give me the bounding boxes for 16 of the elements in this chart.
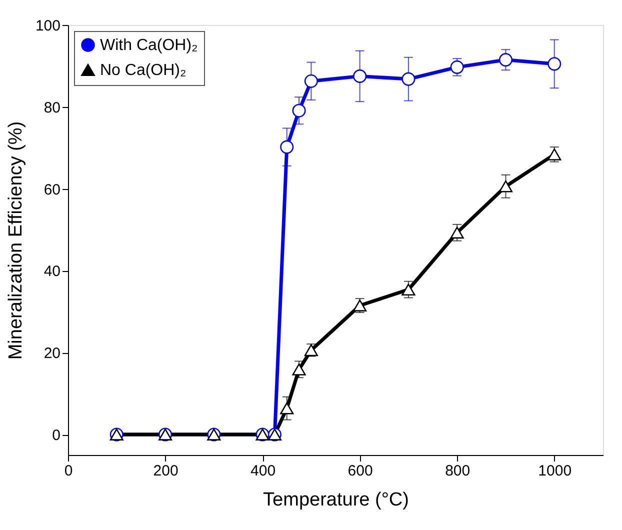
y-tick-label: 40 <box>44 263 60 280</box>
x-tick-label: 1000 <box>538 462 572 480</box>
y-tick-label: 20 <box>44 345 60 362</box>
x-tick-label: 600 <box>348 462 373 480</box>
y-tick-label: 0 <box>52 427 60 444</box>
x-tick-label: 800 <box>445 462 470 480</box>
y-axis-title: Mineralization Efficiency (%) <box>5 121 26 360</box>
x-axis-title: Temperature (°C) <box>263 490 409 510</box>
legend-label: No Ca(OH)₂ <box>100 62 186 79</box>
y-tick-label: 60 <box>44 181 60 198</box>
legend-label: With Ca(OH)₂ <box>100 37 198 54</box>
y-tick-label: 100 <box>35 18 60 34</box>
x-tick-label: 200 <box>153 462 178 480</box>
x-tick-label: 0 <box>64 462 73 480</box>
y-tick-label: 80 <box>44 99 60 116</box>
x-tick-label: 400 <box>250 462 276 480</box>
